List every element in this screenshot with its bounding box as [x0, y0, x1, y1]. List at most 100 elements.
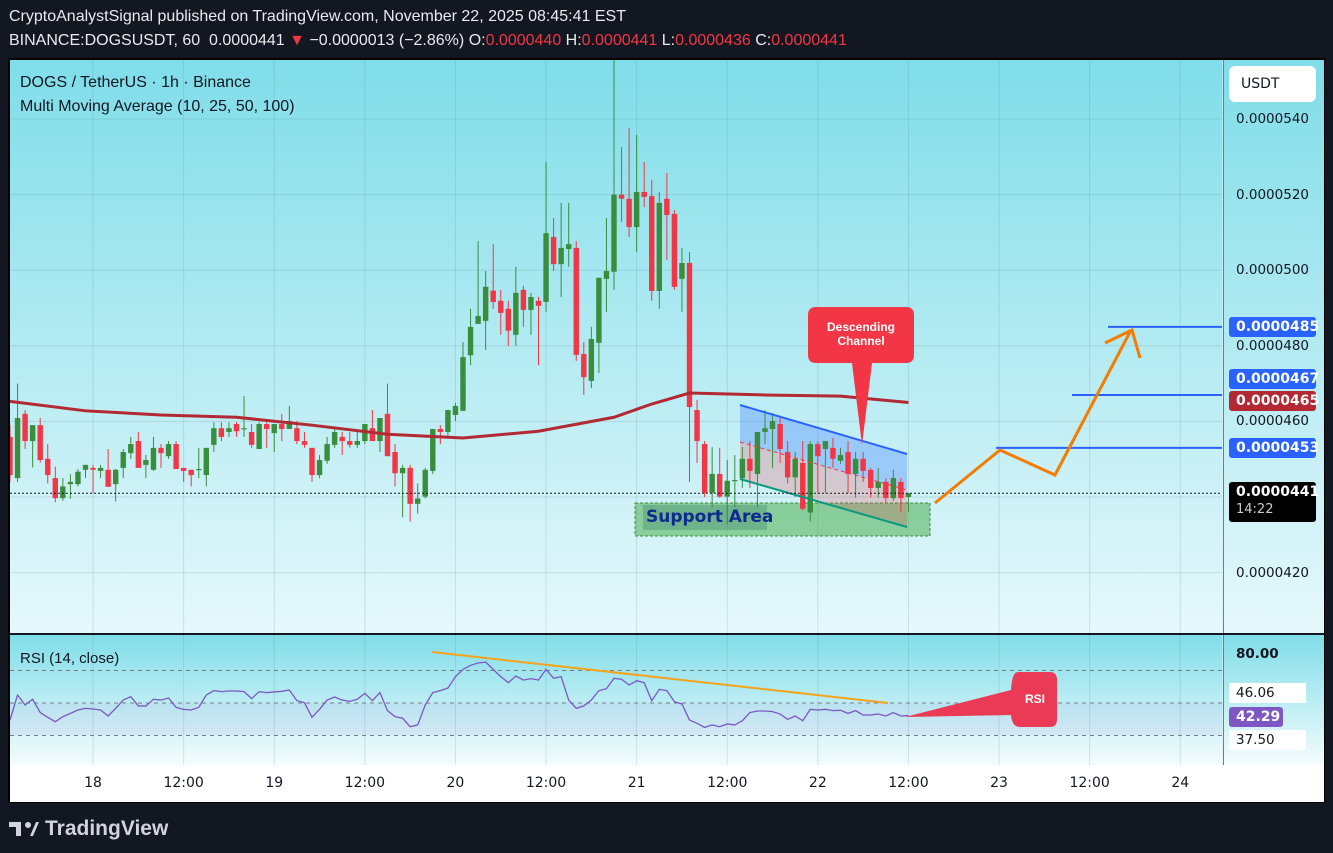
candle-down[interactable] — [777, 424, 783, 449]
candle-down[interactable] — [105, 469, 111, 487]
candle-up[interactable] — [324, 444, 330, 461]
candle-down[interactable] — [649, 196, 655, 291]
candle-up[interactable] — [611, 194, 617, 272]
candle-down[interactable] — [868, 469, 874, 488]
candle-down[interactable] — [135, 441, 142, 468]
candle-down[interactable] — [490, 290, 496, 302]
candle-up[interactable] — [732, 479, 738, 482]
candle-down[interactable] — [279, 424, 285, 429]
channel-upper-line[interactable] — [739, 404, 908, 455]
candle-up[interactable] — [143, 459, 149, 465]
channel-mid-line[interactable] — [739, 441, 908, 491]
tradingview-logo[interactable]: TradingView — [9, 817, 168, 841]
main-pane[interactable] — [10, 60, 1223, 633]
candle-down[interactable] — [37, 425, 43, 460]
candle-down[interactable] — [264, 424, 270, 429]
candle-up[interactable] — [113, 469, 119, 485]
candle-up[interactable] — [271, 424, 277, 434]
candle-down[interactable] — [498, 300, 504, 313]
candle-down[interactable] — [407, 467, 413, 504]
candle-up[interactable] — [399, 467, 406, 474]
candle-up[interactable] — [603, 270, 610, 279]
candle-down[interactable] — [671, 213, 678, 287]
candle-down[interactable] — [845, 452, 851, 474]
candle-down[interactable] — [830, 447, 836, 459]
candle-up[interactable] — [633, 191, 640, 228]
candle-up[interactable] — [452, 405, 459, 415]
candle-down[interactable] — [664, 198, 670, 216]
candle-down[interactable] — [573, 247, 579, 355]
candle-down[interactable] — [717, 473, 723, 497]
candle-up[interactable] — [226, 428, 232, 432]
candle-up[interactable] — [128, 444, 134, 454]
candle-down[interactable] — [90, 467, 96, 470]
candle-up[interactable] — [807, 444, 813, 513]
candle-down[interactable] — [369, 428, 376, 442]
candle-up[interactable] — [905, 493, 912, 497]
candle-up[interactable] — [769, 421, 776, 429]
candle-up[interactable] — [415, 498, 421, 504]
descending-channel-callout[interactable] — [808, 307, 914, 445]
currency-button[interactable]: USDT — [1229, 66, 1316, 102]
candle-up[interactable] — [588, 338, 595, 381]
candle-up[interactable] — [754, 431, 761, 474]
candle-up[interactable] — [67, 481, 74, 485]
rsi-trendline[interactable] — [431, 651, 889, 704]
candle-up[interactable] — [331, 431, 338, 445]
candle-down[interactable] — [347, 441, 353, 445]
candle-down[interactable] — [860, 458, 866, 471]
candle-up[interactable] — [890, 478, 897, 499]
candle-up[interactable] — [543, 233, 549, 302]
candle-down[interactable] — [158, 447, 164, 454]
candle-down[interactable] — [233, 424, 240, 432]
candle-up[interactable] — [475, 315, 481, 324]
candle-up[interactable] — [286, 421, 293, 429]
candle-down[interactable] — [520, 289, 527, 310]
candle-down[interactable] — [218, 428, 225, 437]
candle-up[interactable] — [875, 481, 881, 488]
candle-down[interactable] — [800, 462, 806, 509]
candle-up[interactable] — [430, 428, 436, 471]
candle-up[interactable] — [460, 357, 466, 411]
candle-down[interactable] — [437, 428, 444, 432]
candle-up[interactable] — [852, 458, 859, 474]
candle-up[interactable] — [14, 417, 21, 479]
candle-up[interactable] — [656, 202, 662, 291]
candle-up[interactable] — [75, 471, 81, 485]
candle-down[interactable] — [188, 469, 194, 476]
candle-up[interactable] — [150, 447, 157, 470]
candle-up[interactable] — [513, 292, 519, 335]
candle-down[interactable] — [22, 413, 28, 442]
candle-up[interactable] — [792, 458, 798, 478]
candle-down[interactable] — [180, 467, 187, 471]
candle-down[interactable] — [694, 410, 700, 442]
candle-down[interactable] — [45, 458, 51, 476]
time-axis[interactable] — [10, 765, 1324, 802]
rsi-legend[interactable]: RSI (14, close) — [20, 650, 120, 667]
candle-down[interactable] — [505, 308, 511, 331]
candle-up[interactable] — [241, 428, 247, 430]
candle-up[interactable] — [354, 441, 360, 445]
candle-up[interactable] — [596, 277, 602, 343]
candle-up[interactable] — [822, 441, 829, 449]
candle-up[interactable] — [482, 286, 489, 321]
candle-down[interactable] — [883, 481, 889, 499]
candle-up[interactable] — [316, 459, 323, 476]
candle-down[interactable] — [550, 236, 557, 265]
indicator-legend[interactable]: Multi Moving Average (10, 25, 50, 100) — [20, 98, 295, 115]
candle-down[interactable] — [784, 452, 791, 478]
candle-up[interactable] — [203, 447, 209, 476]
rsi-callout[interactable] — [905, 672, 1057, 727]
candle-up[interactable] — [762, 428, 768, 432]
candle-up[interactable] — [739, 458, 746, 479]
candle-down[interactable] — [815, 444, 821, 457]
candle-up[interactable] — [377, 417, 383, 442]
candle-down[interactable] — [626, 198, 632, 228]
candle-up[interactable] — [679, 263, 685, 279]
candle-down[interactable] — [898, 481, 904, 499]
candle-up[interactable] — [82, 464, 89, 470]
candle-up[interactable] — [97, 467, 104, 471]
candle-down[interactable] — [309, 447, 315, 476]
candle-down[interactable] — [618, 194, 625, 199]
